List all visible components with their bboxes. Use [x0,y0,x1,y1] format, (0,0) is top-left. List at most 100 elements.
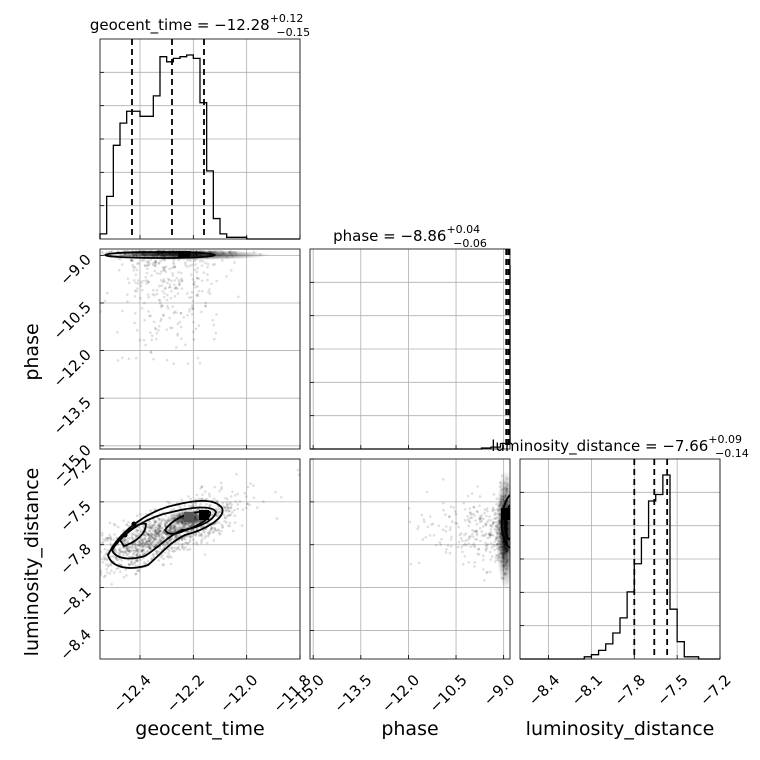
sample-point [157,521,161,525]
sample-point [139,558,142,562]
sample-point [172,530,175,534]
sample-point [233,261,236,264]
sample-point [163,518,166,522]
sample-point [159,319,162,323]
sample-point [159,521,163,525]
sample-point [179,271,183,275]
sample-point [100,531,104,535]
sample-point [163,292,166,295]
sample-point [125,523,128,526]
sample-point [153,535,157,538]
sample-point [136,549,139,553]
sample-point [180,538,184,541]
sample-point [186,292,189,295]
sample-point [153,537,157,541]
sample-point [226,497,229,501]
y-axis-label-phase: phase [21,323,43,380]
sample-point [279,495,283,499]
sample-point [149,547,152,551]
sample-point [475,538,479,541]
sample-point [169,326,172,330]
sample-point [184,546,187,549]
sample-point [191,307,195,310]
sample-point [167,278,171,282]
sample-point [228,509,231,513]
y-tick-label: −8.1 [56,583,94,621]
sample-point [89,561,92,564]
sample-point [489,570,492,574]
panel-2-2 [519,458,721,660]
sample-point [215,313,218,316]
sample-point [229,269,233,272]
sample-point [180,277,183,281]
sample-point [122,546,125,550]
sample-point [147,543,150,546]
sample-point [176,322,180,326]
sample-point [157,533,160,536]
sample-point [197,324,201,327]
sample-point [417,561,421,565]
sample-point [154,526,158,530]
sample-point [216,528,220,531]
sample-point [162,295,166,299]
sample-point [140,549,143,553]
sample-point [127,549,131,553]
sample-point [150,514,154,517]
sample-point [486,542,490,546]
sample-point [157,518,161,522]
sample-point [96,560,99,563]
sample-point [132,548,136,552]
sample-point [140,307,144,310]
sample-point [478,515,482,519]
sample-point [200,289,204,293]
sample-point [221,259,224,262]
sample-point [147,259,151,263]
sample-point [197,289,201,293]
sample-point [218,507,221,511]
sample-point [297,473,300,477]
sample-point [180,287,184,290]
sample-point [152,288,155,292]
sample-point [480,530,484,533]
sample-point [116,359,120,362]
sample-point [116,566,120,570]
sample-point [153,521,157,524]
sample-point [475,529,478,533]
sample-point [160,519,164,522]
sample-point [152,555,156,558]
sample-point [180,546,184,549]
sample-point [227,506,231,510]
sample-point [154,529,158,533]
sample-point [207,533,211,536]
sample-point [217,521,221,524]
sample-point [473,514,476,517]
sample-point [136,529,140,533]
sample-point [224,509,228,513]
sample-point [148,526,151,530]
sample-point [168,538,172,542]
sample-point [125,553,128,556]
sample-point [215,515,219,518]
sample-point [139,296,142,300]
sample-point [484,549,488,552]
sample-point [458,533,462,537]
sample-point [155,530,159,533]
sample-point [171,529,175,532]
y-tick-label: −8.4 [56,626,94,664]
sample-point [155,531,159,535]
sample-point [444,551,448,554]
sample-point [206,534,210,538]
hist-bar [613,633,620,659]
sample-point [163,532,166,535]
sample-point [102,575,106,579]
sample-point [226,524,230,528]
sample-point [177,541,180,545]
y-tick-label: −7.5 [56,497,94,535]
sample-point [147,536,151,539]
sample-point [196,294,200,298]
sample-point [150,524,154,528]
sample-point [141,544,145,547]
sample-point [136,550,140,553]
sample-point [487,532,490,536]
sample-point [165,522,169,525]
